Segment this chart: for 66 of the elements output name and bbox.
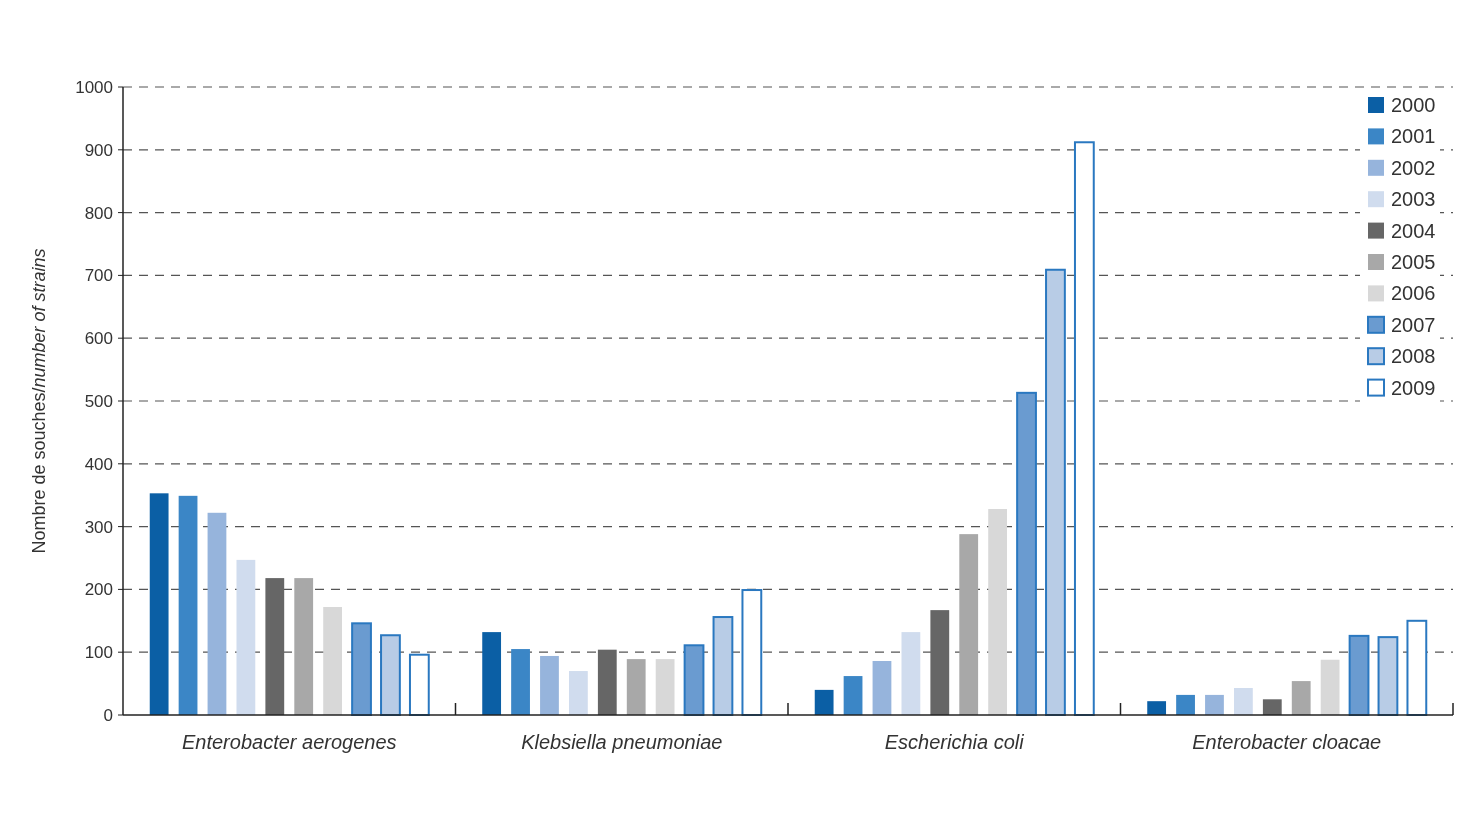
legend-label: 2006	[1391, 282, 1436, 305]
bar	[1073, 141, 1095, 716]
legend-label: 2005	[1391, 251, 1436, 273]
x-tick-label: Escherichia coli	[884, 731, 1025, 753]
bar	[511, 649, 530, 715]
bar	[597, 649, 617, 715]
bar	[482, 632, 502, 715]
bar	[294, 578, 314, 715]
legend-label: 2004	[1391, 219, 1436, 242]
bar	[901, 632, 921, 715]
y-tick-label: 900	[84, 140, 113, 160]
bar	[323, 606, 343, 715]
bar	[930, 610, 950, 715]
legend-label: 2008	[1391, 345, 1436, 368]
bar	[265, 578, 285, 715]
bar	[1262, 699, 1282, 715]
legend-label: 2000	[1391, 94, 1436, 116]
bar	[655, 659, 675, 715]
bar	[1147, 701, 1167, 715]
y-axis-title: Nombre de souches/number of strains	[29, 248, 49, 554]
bar	[843, 676, 863, 715]
bar	[959, 534, 979, 715]
x-tick-label: Enterobacter cloacae	[1192, 731, 1382, 753]
bar	[540, 655, 559, 715]
y-tick-label: 400	[84, 454, 113, 474]
y-tick-label: 1000	[75, 77, 113, 97]
legend-label: 2007	[1391, 313, 1436, 336]
bar	[408, 653, 430, 716]
legend-label: 2003	[1391, 188, 1436, 211]
bar	[1176, 694, 1195, 715]
bar	[1233, 688, 1253, 715]
bar	[872, 660, 892, 715]
bar	[568, 671, 588, 715]
bar	[1406, 619, 1428, 716]
bar	[814, 689, 834, 715]
legend-label: 2002	[1391, 156, 1436, 179]
bar	[236, 559, 256, 715]
legend-label: 2001	[1391, 125, 1436, 148]
bar	[1320, 659, 1340, 715]
x-tick-label: Klebsiella pneumoniae	[521, 731, 723, 753]
bar	[1348, 634, 1370, 716]
bar	[380, 634, 401, 716]
bar	[1205, 694, 1224, 715]
bar	[351, 622, 372, 716]
bar	[626, 659, 646, 715]
bar	[207, 512, 227, 715]
bar	[988, 509, 1008, 715]
y-tick-label: 800	[84, 203, 113, 223]
bar	[1045, 268, 1066, 716]
bar	[712, 616, 734, 716]
y-tick-label: 300	[84, 517, 113, 537]
bar	[741, 589, 763, 716]
x-tick-label: Enterobacter aerogenes	[181, 731, 397, 753]
bar	[1377, 636, 1399, 716]
y-tick-label: 0	[103, 705, 113, 725]
y-tick-label: 500	[84, 391, 113, 411]
bar	[178, 495, 198, 715]
legend-label: 2009	[1391, 376, 1436, 399]
bar	[149, 493, 169, 715]
y-tick-label: 100	[84, 643, 113, 663]
y-tick-label: 200	[84, 580, 113, 600]
bar	[1291, 681, 1311, 715]
bar	[683, 644, 705, 716]
y-tick-label: 700	[84, 266, 113, 286]
bar	[1016, 391, 1037, 716]
y-tick-label: 600	[84, 329, 113, 349]
